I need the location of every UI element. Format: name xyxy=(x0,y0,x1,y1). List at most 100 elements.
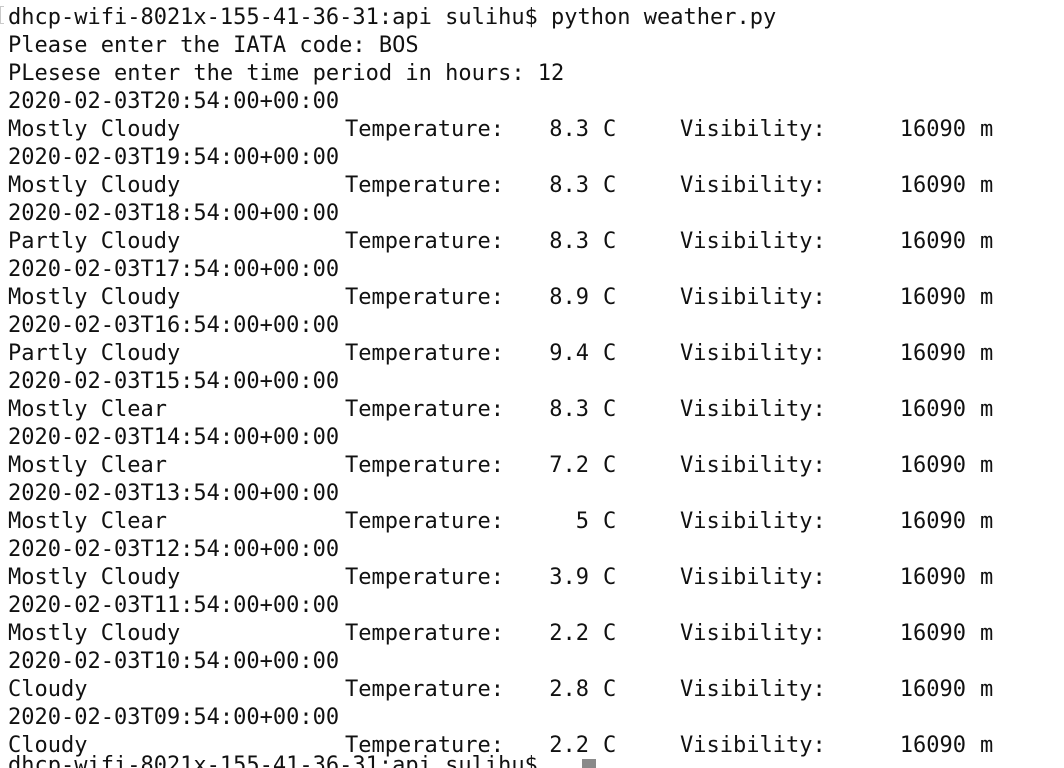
weather-condition: Mostly Clear xyxy=(8,509,167,534)
temperature-unit: C xyxy=(603,677,617,702)
visibility-value: 16090 xyxy=(899,229,966,254)
visibility-unit: m xyxy=(980,397,994,422)
temperature-value: 8.3 xyxy=(549,117,589,142)
temperature-label: Temperature: xyxy=(345,117,504,142)
text-cursor xyxy=(582,759,596,768)
visibility-label: Visibility: xyxy=(680,285,826,310)
temperature-value: 9.4 xyxy=(549,341,589,366)
temperature-label: Temperature: xyxy=(345,341,504,366)
temperature-label: Temperature: xyxy=(345,677,504,702)
temperature-unit: C xyxy=(603,173,617,198)
visibility-unit: m xyxy=(980,453,994,478)
weather-condition: Mostly Cloudy xyxy=(8,621,181,646)
temperature-value: 3.9 xyxy=(549,565,589,590)
output-line: 2020-02-03T11:54:00+00:00 xyxy=(8,593,340,618)
visibility-value: 16090 xyxy=(899,117,966,142)
visibility-unit: m xyxy=(980,677,994,702)
temperature-label: Temperature: xyxy=(345,565,504,590)
visibility-value: 16090 xyxy=(899,341,966,366)
visibility-value: 16090 xyxy=(899,173,966,198)
weather-condition: Cloudy xyxy=(8,733,88,758)
weather-condition: Partly Cloudy xyxy=(8,341,181,366)
visibility-unit: m xyxy=(980,733,994,758)
visibility-label: Visibility: xyxy=(680,117,826,142)
weather-condition: Cloudy xyxy=(8,677,88,702)
visibility-value: 16090 xyxy=(899,285,966,310)
output-line: 2020-02-03T12:54:00+00:00 xyxy=(8,537,340,562)
visibility-unit: m xyxy=(980,117,994,142)
visibility-unit: m xyxy=(980,565,994,590)
visibility-label: Visibility: xyxy=(680,229,826,254)
temperature-unit: C xyxy=(603,229,617,254)
visibility-value: 16090 xyxy=(899,733,966,758)
output-line: 2020-02-03T15:54:00+00:00 xyxy=(8,369,340,394)
temperature-unit: C xyxy=(603,397,617,422)
temperature-value: 2.2 xyxy=(549,733,589,758)
visibility-value: 16090 xyxy=(899,397,966,422)
output-line: 2020-02-03T09:54:00+00:00 xyxy=(8,705,340,730)
weather-condition: Mostly Cloudy xyxy=(8,565,181,590)
temperature-unit: C xyxy=(603,117,617,142)
temperature-label: Temperature: xyxy=(345,397,504,422)
temperature-label: Temperature: xyxy=(345,621,504,646)
mark-bracket xyxy=(0,6,4,24)
output-line: 2020-02-03T19:54:00+00:00 xyxy=(8,145,340,170)
temperature-unit: C xyxy=(603,509,617,534)
weather-condition: Mostly Clear xyxy=(8,397,167,422)
temperature-value: 2.2 xyxy=(549,621,589,646)
visibility-label: Visibility: xyxy=(680,509,826,534)
visibility-unit: m xyxy=(980,229,994,254)
temperature-label: Temperature: xyxy=(345,453,504,478)
temperature-value: 8.3 xyxy=(549,397,589,422)
visibility-unit: m xyxy=(980,173,994,198)
visibility-label: Visibility: xyxy=(680,677,826,702)
visibility-unit: m xyxy=(980,621,994,646)
visibility-label: Visibility: xyxy=(680,341,826,366)
output-line: 2020-02-03T13:54:00+00:00 xyxy=(8,481,340,506)
temperature-value: 2.8 xyxy=(549,677,589,702)
output-line: 2020-02-03T10:54:00+00:00 xyxy=(8,649,340,674)
temperature-unit: C xyxy=(603,621,617,646)
weather-condition: Mostly Cloudy xyxy=(8,173,181,198)
temperature-label: Temperature: xyxy=(345,733,504,758)
weather-condition: Mostly Cloudy xyxy=(8,117,181,142)
temperature-unit: C xyxy=(603,341,617,366)
visibility-unit: m xyxy=(980,285,994,310)
output-line: 2020-02-03T20:54:00+00:00 xyxy=(8,89,340,114)
temperature-value: 8.3 xyxy=(549,229,589,254)
weather-condition: Partly Cloudy xyxy=(8,229,181,254)
visibility-label: Visibility: xyxy=(680,397,826,422)
temperature-unit: C xyxy=(603,285,617,310)
visibility-value: 16090 xyxy=(899,509,966,534)
temperature-unit: C xyxy=(603,733,617,758)
temperature-label: Temperature: xyxy=(345,509,504,534)
visibility-label: Visibility: xyxy=(680,453,826,478)
visibility-label: Visibility: xyxy=(680,733,826,758)
temperature-value: 5 xyxy=(575,509,589,534)
visibility-value: 16090 xyxy=(899,621,966,646)
visibility-label: Visibility: xyxy=(680,621,826,646)
output-line: 2020-02-03T17:54:00+00:00 xyxy=(8,257,340,282)
temperature-label: Temperature: xyxy=(345,173,504,198)
command-line: dhcp-wifi-8021x-155-41-36-31:api sulihu$… xyxy=(8,5,777,30)
weather-condition: Mostly Clear xyxy=(8,453,167,478)
output-line: Please enter the IATA code: BOS xyxy=(8,33,419,58)
temperature-value: 8.9 xyxy=(549,285,589,310)
output-line: 2020-02-03T16:54:00+00:00 xyxy=(8,313,340,338)
visibility-value: 16090 xyxy=(899,565,966,590)
temperature-label: Temperature: xyxy=(345,229,504,254)
output-line: 2020-02-03T18:54:00+00:00 xyxy=(8,201,340,226)
shell-prompt: dhcp-wifi-8021x-155-41-36-31:api sulihu$ xyxy=(8,753,552,768)
output-line: PLesese enter the time period in hours: … xyxy=(8,61,565,86)
temperature-label: Temperature: xyxy=(345,285,504,310)
weather-condition: Mostly Cloudy xyxy=(8,285,181,310)
temperature-unit: C xyxy=(603,565,617,590)
visibility-label: Visibility: xyxy=(680,173,826,198)
visibility-unit: m xyxy=(980,509,994,534)
temperature-unit: C xyxy=(603,453,617,478)
temperature-value: 8.3 xyxy=(549,173,589,198)
output-line: 2020-02-03T14:54:00+00:00 xyxy=(8,425,340,450)
visibility-value: 16090 xyxy=(899,453,966,478)
visibility-unit: m xyxy=(980,341,994,366)
